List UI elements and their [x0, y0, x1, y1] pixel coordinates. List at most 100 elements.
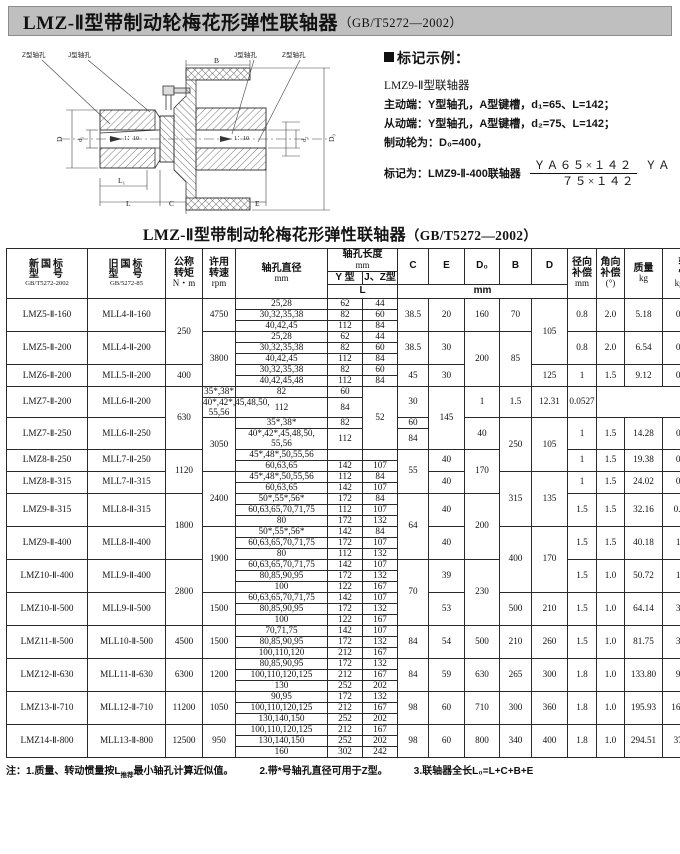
cell-radial-compensation: 1.5	[567, 591, 597, 626]
table-row: LMZ7-Ⅱ-200 MLL6-Ⅱ-200 630 35*,38* 82 60 52 30 14…	[6, 385, 680, 450]
th-new-model: 新国标 型 号 GB/T5272-2002	[6, 248, 88, 299]
cell-new-model: LMZ7-Ⅱ-200	[6, 385, 88, 419]
note-1-subscript: 推荐	[120, 771, 134, 779]
cell-mass: 195.93	[624, 690, 663, 725]
cell-new-model: LMZ9-Ⅱ-400	[6, 525, 88, 560]
table-row: LMZ9-Ⅱ-315 MLL8-Ⅱ-315 1800 50*,55*,56* 172 84…	[6, 492, 680, 560]
cell-length-jz: 202	[362, 679, 398, 692]
cell-E: 40	[428, 470, 465, 494]
cell-length-jz: 132	[362, 569, 398, 582]
taper-label-right: 1：10	[234, 136, 249, 142]
cell-length-jz: 132	[362, 547, 398, 560]
cell-C: 98	[397, 690, 429, 725]
dim-label-B: B	[214, 56, 219, 65]
th-type-y: Y 型	[327, 270, 363, 286]
cell-B: 210	[531, 591, 568, 626]
cell-torque: 11200	[165, 690, 203, 725]
table-row: 130,140,150 252 202	[7, 734, 680, 747]
table-row: 30,32,35,38 82 60	[7, 341, 680, 354]
cell-length-y: 82	[327, 417, 363, 430]
cell-length-jz: 60	[362, 341, 398, 354]
upper-section: Z型轴孔 J型轴孔 J型轴孔 Z型轴孔 B C E L L₁ D D₀ d₁ d…	[0, 38, 680, 220]
cell-speed: 1050	[202, 690, 236, 725]
cell-D0: 800	[464, 723, 500, 758]
cell-bore-diameter: 60,63,65,70,71,75	[235, 536, 328, 549]
cell-C: 52	[362, 385, 398, 450]
cell-length-y: 252	[327, 734, 363, 747]
cell-C: 84	[397, 624, 429, 659]
th-bore-diameter-text: 轴孔直径	[261, 262, 302, 274]
cell-length-jz: 107	[362, 591, 398, 604]
cell-angular-compensation: 1.5	[596, 470, 625, 494]
cell-radial-compensation: 1.5	[567, 492, 597, 527]
cell-new-model: LMZ5-Ⅱ-200	[6, 330, 88, 365]
table-row: 100,110,120,125 212 167	[7, 668, 680, 681]
th-type-jz: J、Z型	[362, 270, 398, 286]
cell-D0: 160	[464, 297, 500, 332]
cell-length-y: 142	[327, 558, 363, 571]
cell-mass: 9.12	[624, 363, 663, 387]
cell-mass: 6.54	[624, 330, 663, 365]
title-banner-wrap: LMZ-Ⅱ型带制动轮梅花形弹性联轴器 （GB/T5272—2002）	[0, 0, 680, 36]
table-caption-standard: （GB/T5272—2002）	[405, 228, 538, 243]
th-inertia-unit: kg・m²	[674, 278, 680, 289]
marking-heading-text: 标记示例：	[397, 50, 470, 66]
cell-bore-diameter: 30,32,35,38	[235, 308, 328, 321]
cell-bore-diameter: 70,71,75	[235, 624, 328, 637]
th-inertia: 转动 惯量 kg・m²	[662, 248, 680, 299]
cell-length-y: 172	[327, 635, 363, 648]
label-j-bore-left: J型轴孔	[68, 50, 91, 59]
cell-bore-diameter: 40*,42*,45,48,50, 55,56	[235, 428, 328, 450]
cell-D: 300	[531, 657, 568, 692]
cell-C: 55	[397, 448, 429, 494]
th-old-model-sub: GB/5272-85	[110, 279, 143, 287]
table-row: LMZ10-Ⅱ-500 MLL9-Ⅱ-500 1500 60,63,65,70,71,…	[6, 591, 680, 626]
th-bore-length-unit: mm	[355, 259, 370, 270]
th-torque-line2: 转矩	[174, 267, 194, 279]
th-new-model-line2: 型 号	[29, 269, 65, 280]
cell-radial-compensation: 0.8	[567, 330, 597, 365]
cell-B: 170	[531, 525, 568, 593]
cell-bore-diameter: 60,63,65,70,71,75	[235, 591, 328, 604]
cell-bore-diameter: 100,110,120,125	[235, 723, 328, 736]
cell-length-jz: 60	[362, 308, 398, 321]
cell-E: 40	[428, 448, 465, 472]
cell-D0: 315	[499, 470, 532, 527]
cell-E: 54	[428, 624, 465, 659]
marking-final-label: 标记为：LMZ9-Ⅱ-400联轴器	[384, 168, 521, 180]
cell-angular-compensation: 1.0	[596, 723, 625, 758]
cell-bore-diameter: 45*,48*,50,55,56	[235, 470, 328, 483]
cell-length-y: 302	[327, 745, 363, 758]
cell-E: 53	[428, 591, 465, 626]
table-row: LMZ13-Ⅱ-710 MLL12-Ⅱ-710 11200 1050 90,95 172 1…	[6, 690, 680, 725]
cell-length-jz: 242	[362, 745, 398, 758]
th-mass: 质量 kg	[624, 248, 663, 299]
cell-speed: 4750	[202, 297, 236, 332]
cell-bore-diameter: 100,110,120,125	[235, 668, 328, 681]
cell-bore-diameter: 100,110,120,125	[235, 701, 328, 714]
label-j-bore-right: J型轴孔	[234, 50, 257, 59]
dim-label-C: C	[169, 199, 174, 208]
table-caption-title: LMZ-Ⅱ型带制动轮梅花形弹性联轴器	[142, 227, 406, 244]
cell-E: 30	[397, 385, 429, 419]
cell-radial-compensation: 1.8	[567, 657, 597, 692]
note-2: 2.带*号轴孔直径可用于Z型。	[259, 765, 388, 777]
note-1-text: 注：1.质量、转动惯量按L推荐最小轴孔计算近似值。	[6, 765, 234, 779]
cell-length-jz: 60	[362, 363, 398, 376]
spec-table-body: LMZ5-Ⅱ-160 MLL4-Ⅱ-160 250 4750 25,28 62 44 38.5…	[6, 297, 680, 758]
th-new-model-line1: 新国标	[29, 258, 65, 270]
coupling-technical-drawing: Z型轴孔 J型轴孔 J型轴孔 Z型轴孔 B C E L L₁ D D₀ d₁ d…	[0, 38, 355, 220]
cell-length-y: 172	[327, 569, 363, 582]
cell-B: 340	[499, 723, 532, 758]
marking-heading: 标记示例：	[384, 48, 674, 68]
cell-old-model: MLL12-Ⅱ-710	[87, 690, 166, 725]
cell-C: 38.5	[397, 330, 429, 365]
th-mass-unit: kg	[639, 273, 648, 283]
cell-inertia: 0.1402	[662, 448, 680, 472]
cell-E: 60	[428, 723, 465, 758]
cell-bore-diameter: 60,63,65	[235, 481, 328, 494]
cell-length-jz: 202	[362, 734, 398, 747]
cell-bore-diameter: 130,140,150	[235, 734, 328, 747]
table-row: 80,85,90,95 172 132	[7, 602, 680, 615]
th-speed-line2: 转速	[209, 267, 229, 279]
